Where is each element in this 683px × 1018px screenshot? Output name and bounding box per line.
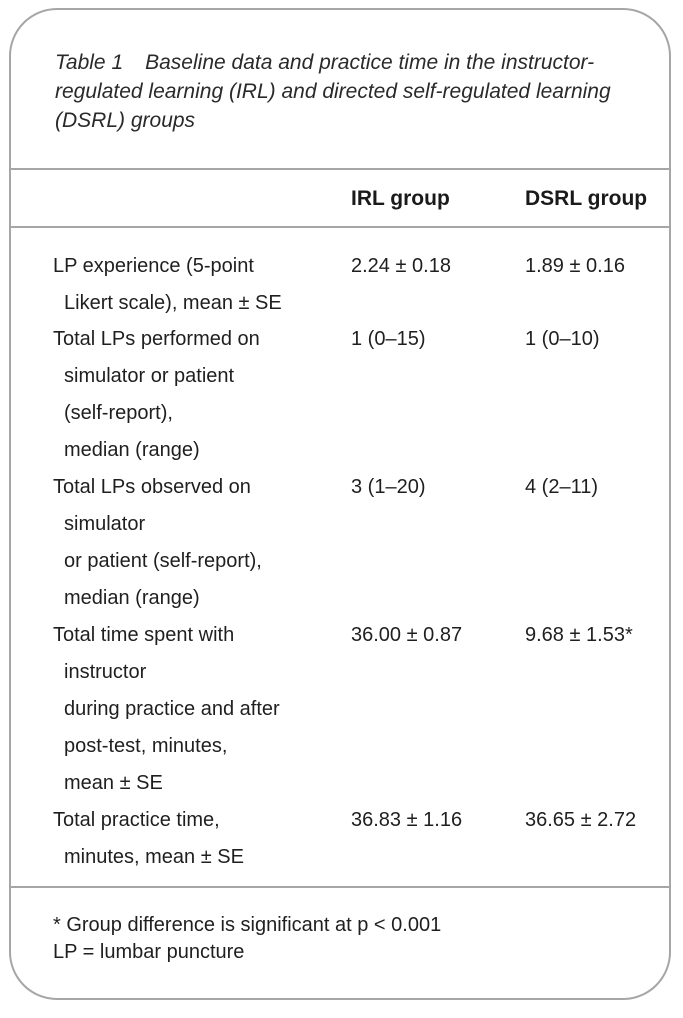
cell-irl: 36.00 ± 0.87 xyxy=(351,624,463,646)
row-label-line: Total LPs observed on xyxy=(53,476,251,498)
row-label: Total practice time, minutes, mean ± SE xyxy=(53,802,333,876)
row-label-line: (self-report), xyxy=(64,402,173,424)
row-label-line: simulator xyxy=(64,513,146,535)
cell-dsrl: 9.68 ± 1.53* xyxy=(525,624,633,646)
table-number: Table 1 xyxy=(55,51,124,74)
cell-dsrl: 1.89 ± 0.16 xyxy=(525,255,625,277)
row-label: Total LPs observed on simulator or patie… xyxy=(53,469,333,617)
rule-top xyxy=(11,168,669,170)
row-label-line: Total LPs performed on xyxy=(53,328,260,350)
cell-irl: 36.83 ± 1.16 xyxy=(351,809,463,831)
row-label-line: median (range) xyxy=(64,587,200,609)
row-label-line: or patient (self-report), xyxy=(64,550,262,572)
table-caption: Table 1 Baseline data and practice time i… xyxy=(55,48,655,135)
row-label-line: LP experience (5-point xyxy=(53,255,254,277)
row-label-line: minutes, mean ± SE xyxy=(64,846,244,868)
row-label-line: instructor xyxy=(64,661,147,683)
caption-line-2: regulated learning (IRL) and directed se… xyxy=(55,80,611,103)
rule-header xyxy=(11,226,669,228)
column-header-irl: IRL group xyxy=(351,187,450,210)
row-label-line: Likert scale), mean ± SE xyxy=(64,292,282,314)
caption-line-1: Baseline data and practice time in the i… xyxy=(145,51,595,74)
caption-line-3: (DSRL) groups xyxy=(55,109,196,132)
cell-dsrl: 4 (2–11) xyxy=(525,476,599,498)
row-label-line: Total time spent with xyxy=(53,624,235,646)
cell-dsrl: 1 (0–10) xyxy=(525,328,600,350)
cell-irl: 1 (0–15) xyxy=(351,328,426,350)
column-header-dsrl: DSRL group xyxy=(525,187,648,210)
rule-bottom xyxy=(11,886,669,888)
row-label-line: during practice and after xyxy=(64,698,280,720)
row-label: LP experience (5-point Likert scale), me… xyxy=(53,248,333,322)
row-label-line: median (range) xyxy=(64,439,200,461)
row-label: Total time spent with instructor during … xyxy=(53,617,333,802)
row-label-line: post-test, minutes, xyxy=(64,735,228,757)
footnote-significance: * Group difference is significant at p <… xyxy=(53,914,442,936)
row-label-line: simulator or patient xyxy=(64,365,235,387)
table-frame: Table 1 Baseline data and practice time i… xyxy=(9,8,671,1000)
row-label-line: mean ± SE xyxy=(64,772,163,794)
cell-irl: 3 (1–20) xyxy=(351,476,426,498)
row-label-line: Total practice time, xyxy=(53,809,220,831)
row-label: Total LPs performed on simulator or pati… xyxy=(53,321,333,469)
footnote-abbreviation: LP = lumbar puncture xyxy=(53,941,245,963)
cell-irl: 2.24 ± 0.18 xyxy=(351,255,451,277)
cell-dsrl: 36.65 ± 2.72 xyxy=(525,809,637,831)
